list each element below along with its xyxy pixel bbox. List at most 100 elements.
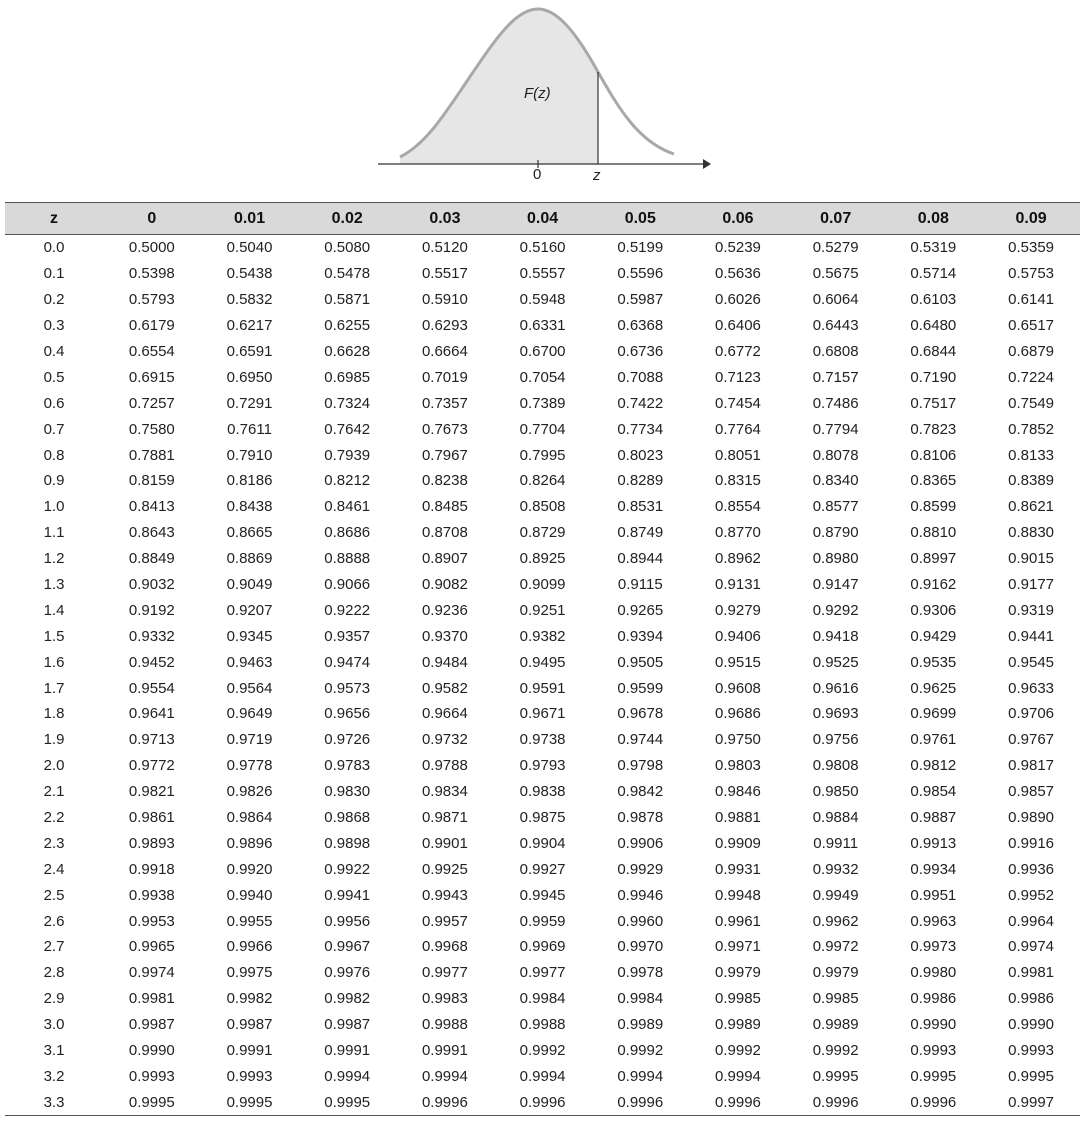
- probability-cell: 0.9995: [200, 1089, 299, 1117]
- probability-cell: 0.7123: [715, 368, 761, 386]
- probability-cell: 0.8485: [421, 498, 468, 516]
- probability-cell: 0.9265: [617, 601, 664, 619]
- probability-cell: 0.7939: [324, 446, 371, 464]
- probability-cell: 0.5675: [812, 265, 859, 283]
- probability-cell: 0.8051: [715, 446, 761, 464]
- probability-cell: 0.9738: [519, 731, 566, 749]
- probability-cell: 0.9948: [715, 886, 761, 904]
- table-body: 0.0 0.5000 0.5040 0.5080 0.5120 0.5160 0.5199 0…: [5, 235, 1080, 1117]
- probability-cell: 0.8389: [1008, 472, 1055, 490]
- probability-cell: 0.9996: [493, 1089, 592, 1117]
- probability-cell: 0.9890: [1008, 809, 1055, 827]
- probability-cell: 0.6554: [128, 343, 175, 360]
- probability-cell: 0.9406: [715, 627, 761, 645]
- probability-cell: 0.9945: [519, 886, 566, 904]
- table-row: 0.6 0.7257 0.7291 0.7324 0.7357 0.7389 0.7422 0…: [5, 390, 1080, 416]
- probability-cell: 0.9969: [519, 938, 566, 956]
- probability-cell: 0.9463: [226, 653, 273, 671]
- probability-cell: 0.8212: [324, 472, 371, 490]
- probability-cell: 0.6255: [324, 317, 371, 335]
- header-col: 0.02: [298, 202, 397, 235]
- probability-cell: 0.8944: [617, 550, 664, 568]
- probability-cell: 0.8621: [1008, 498, 1055, 516]
- table-row: 2.8 0.9974 0.9975 0.9976 0.9977 0.9977 0.9978 0…: [5, 960, 1080, 986]
- z-value-cell: 0.9: [43, 472, 65, 490]
- probability-cell: 0.9992: [617, 1042, 664, 1060]
- probability-cell: 0.9382: [519, 627, 566, 645]
- probability-cell: 0.8665: [226, 524, 273, 542]
- probability-cell: 0.9591: [519, 679, 566, 697]
- probability-cell: 0.7224: [1008, 368, 1055, 386]
- probability-cell: 0.7019: [421, 368, 468, 386]
- probability-cell: 0.9608: [715, 679, 761, 697]
- probability-cell: 0.5517: [421, 265, 468, 283]
- probability-cell: 0.9955: [226, 912, 273, 930]
- probability-cell: 0.9920: [226, 860, 273, 878]
- probability-cell: 0.8599: [910, 498, 957, 516]
- probability-cell: 0.9985: [715, 990, 761, 1008]
- probability-cell: 0.9495: [519, 653, 566, 671]
- table-row: 1.9 0.9713 0.9719 0.9726 0.9732 0.9738 0.9744 0…: [5, 727, 1080, 753]
- table-row: 0.2 0.5793 0.5832 0.5871 0.5910 0.5948 0.5987 0…: [5, 287, 1080, 313]
- z-value-cell: 0.1: [43, 265, 65, 283]
- probability-cell: 0.6406: [715, 317, 761, 335]
- probability-cell: 0.9996: [786, 1089, 885, 1117]
- probability-cell: 0.5239: [715, 239, 761, 257]
- probability-cell: 0.9515: [715, 653, 761, 671]
- probability-cell: 0.9656: [324, 705, 371, 723]
- probability-cell: 0.9952: [1008, 886, 1055, 904]
- probability-cell: 0.9995: [812, 1067, 859, 1085]
- probability-cell: 0.9974: [1008, 938, 1055, 956]
- probability-cell: 0.9099: [519, 576, 566, 594]
- probability-cell: 0.9686: [715, 705, 761, 723]
- probability-cell: 0.9719: [226, 731, 273, 749]
- z-value-cell: 2.6: [43, 912, 65, 930]
- probability-cell: 0.9750: [715, 731, 761, 749]
- probability-cell: 0.7910: [226, 446, 273, 464]
- header-col: 0.09: [982, 202, 1080, 235]
- normal-curve-figure: F(z) 0 z: [0, 0, 1088, 200]
- probability-cell: 0.5319: [910, 239, 957, 257]
- table-row: 1.4 0.9192 0.9207 0.9222 0.9236 0.9251 0.9265 0…: [5, 597, 1080, 623]
- probability-cell: 0.9995: [103, 1089, 201, 1117]
- header-z: z: [5, 202, 103, 235]
- shaded-area: [400, 9, 598, 164]
- probability-cell: 0.7967: [421, 446, 468, 464]
- z-value-cell: 2.3: [43, 834, 65, 852]
- probability-cell: 0.6293: [421, 317, 468, 335]
- probability-cell: 0.9984: [617, 990, 664, 1008]
- probability-cell: 0.9788: [421, 757, 468, 775]
- probability-cell: 0.9418: [812, 627, 859, 645]
- probability-cell: 0.5910: [421, 291, 468, 309]
- probability-cell: 0.8729: [519, 524, 566, 542]
- table-row: 0.8 0.7881 0.7910 0.7939 0.7967 0.7995 0.8023 0…: [5, 442, 1080, 468]
- probability-cell: 0.9535: [910, 653, 957, 671]
- probability-cell: 0.7422: [617, 394, 664, 412]
- probability-cell: 0.9995: [910, 1067, 957, 1085]
- probability-cell: 0.9974: [128, 964, 175, 982]
- table-row: 0.7 0.7580 0.7611 0.7642 0.7673 0.7704 0.7734 0…: [5, 416, 1080, 442]
- probability-cell: 0.9812: [910, 757, 957, 775]
- probability-cell: 0.9995: [1008, 1067, 1055, 1085]
- probability-cell: 0.9525: [812, 653, 859, 671]
- probability-cell: 0.9898: [324, 834, 371, 852]
- probability-cell: 0.9192: [128, 601, 175, 619]
- probability-cell: 0.8643: [128, 524, 175, 542]
- header-col: 0.07: [786, 202, 885, 235]
- probability-cell: 0.9996: [884, 1089, 983, 1117]
- probability-cell: 0.9279: [715, 601, 761, 619]
- probability-cell: 0.6772: [715, 343, 761, 360]
- probability-cell: 0.9991: [324, 1042, 371, 1060]
- probability-cell: 0.9761: [910, 731, 957, 749]
- probability-cell: 0.6480: [910, 317, 957, 335]
- probability-cell: 0.9929: [617, 860, 664, 878]
- probability-cell: 0.8159: [128, 472, 175, 490]
- probability-cell: 0.5753: [1008, 265, 1055, 283]
- probability-cell: 0.9985: [812, 990, 859, 1008]
- probability-cell: 0.5636: [715, 265, 761, 283]
- probability-cell: 0.9981: [128, 990, 175, 1008]
- probability-cell: 0.9996: [396, 1089, 494, 1117]
- table-row: 0.5 0.6915 0.6950 0.6985 0.7019 0.7054 0.7088 0…: [5, 364, 1080, 390]
- table-row: 3.2 0.9993 0.9993 0.9994 0.9994 0.9994 0.9994 0…: [5, 1064, 1080, 1090]
- probability-cell: 0.6591: [226, 343, 273, 360]
